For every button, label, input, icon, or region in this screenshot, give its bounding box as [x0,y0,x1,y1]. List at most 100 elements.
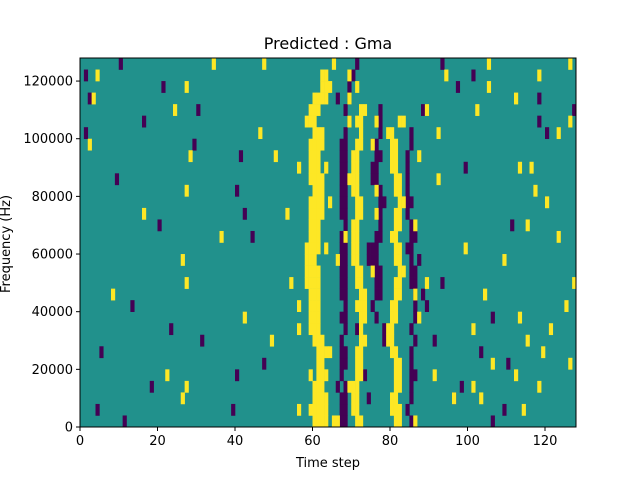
heatmap-cell-low [343,184,348,197]
heatmap-cell-high [242,311,247,324]
heatmap-cell-high [304,242,309,255]
heatmap-cell-high [359,138,364,151]
heatmap-cell-high [320,369,325,382]
heatmap-cell-high [486,58,492,70]
heatmap-cell-high [355,277,360,289]
heatmap-cell-low [122,415,127,428]
heatmap-cell-high [397,369,402,382]
heatmap-cell-low [339,403,344,416]
heatmap-cell-high [324,161,329,174]
heatmap-cell-high [320,334,325,347]
heatmap-cell-high [355,138,360,151]
heatmap-cell-high [331,415,337,428]
heatmap-cell-high [486,81,492,93]
heatmap-cell-high [374,184,379,197]
heatmap-cell-high [316,219,321,232]
heatmap-cell-high [297,161,302,174]
heatmap-cell-high [355,254,360,266]
heatmap-cell-high [556,230,561,243]
heatmap-cell-low [370,173,375,186]
heatmap-cell-low [366,392,371,405]
heatmap-cell-low [83,127,89,140]
heatmap-cell-high [312,127,317,140]
heatmap-cell-high [258,127,263,140]
heatmap-cell-high [355,265,360,278]
heatmap-cell-high [347,173,352,186]
heatmap-cell-low [339,265,344,278]
heatmap-cell-high [545,196,550,209]
heatmap-cell-high [432,369,437,382]
heatmap-cell-high [490,357,495,370]
heatmap-cell-low [378,150,383,163]
heatmap-cell-high [390,161,395,174]
heatmap-cell-high [362,300,368,312]
heatmap-cell-high [351,150,356,163]
heatmap-cell-high [401,115,406,128]
heatmap-cell-low [374,230,379,243]
heatmap-cell-high [297,403,302,416]
heatmap-cell-high [355,184,360,197]
heatmap-cell-high [320,173,325,186]
heatmap-cell-high [320,196,325,209]
heatmap-cell-high [316,104,321,116]
heatmap-cell-high [312,138,317,151]
heatmap-cell-high [401,196,406,209]
heatmap-cell-high [312,150,317,163]
heatmap-cell-high [351,161,356,174]
x-tick-label: 20 [149,434,166,449]
heatmap-cell-high [502,254,507,266]
heatmap-cell-high [316,323,321,336]
heatmap-cell-high [390,150,395,163]
heatmap-cell-low [545,127,550,140]
x-axis-label: Time step [295,456,360,471]
heatmap-cell-high [514,369,519,382]
heatmap-cell-high [347,92,352,105]
heatmap-cell-high [308,369,313,382]
heatmap-cell-high [211,58,216,70]
heatmap-cell-high [269,334,275,347]
heatmap-cell-low [421,104,426,116]
heatmap-cell-high [413,415,418,428]
heatmap-cell-low [374,311,379,324]
heatmap-cell-high [397,196,402,209]
heatmap-cell-low [339,288,344,301]
heatmap-cell-high [355,346,360,359]
heatmap-cell-high [316,173,321,186]
heatmap-cell-high [359,346,364,359]
heatmap-cell-high [355,230,360,243]
heatmap-cell-high [390,230,395,243]
heatmap-cell-high [324,392,329,405]
heatmap-cell-high [355,219,360,232]
heatmap-cell-high [308,219,313,232]
heatmap-cell-high [390,300,395,312]
heatmap-cell-high [335,415,340,428]
heatmap-cell-high [320,92,325,105]
heatmap-cell-low [355,323,360,336]
heatmap-cell-high [312,300,317,312]
heatmap-cell-high [308,150,313,163]
heatmap-cell-low [335,380,340,393]
heatmap-cell-low [343,254,348,266]
heatmap-cell-low [339,242,344,255]
heatmap-cell-low [231,403,236,416]
heatmap-cell-low [405,161,410,174]
heatmap-cell-low [370,254,375,266]
heatmap-cell-high [525,334,530,347]
heatmap-cell-low [374,288,379,301]
heatmap-cell-high [320,403,325,416]
heatmap-cell-low [378,184,383,197]
heatmap-cell-high [320,81,325,93]
heatmap-cell-high [479,392,484,405]
heatmap-cell-low [374,254,379,266]
heatmap-cell-high [397,219,402,232]
y-axis-label: Frequency (Hz) [0,195,14,293]
heatmap-cell-low [339,138,344,151]
heatmap-cell-low [409,230,414,243]
heatmap-cell-low [130,300,135,312]
heatmap-cell-low [95,403,100,416]
heatmap-cell-high [393,277,399,289]
heatmap-cell-low [83,69,89,82]
heatmap-cell-low [459,380,464,393]
heatmap-cell-low [87,92,92,105]
heatmap-cell-high [262,58,267,70]
